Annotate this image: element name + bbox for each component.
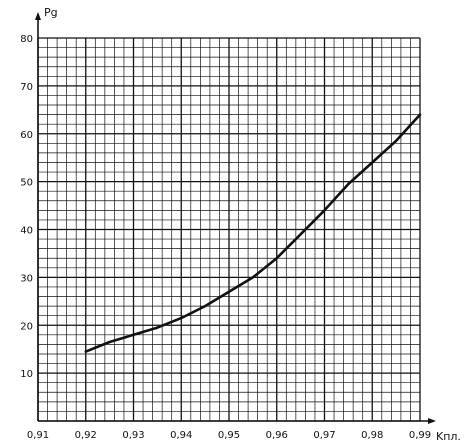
y-tick-label: 30 (20, 273, 33, 284)
x-tick-label: 0,96 (266, 430, 288, 441)
x-tick-label: 0,94 (170, 430, 192, 441)
y-tick-label: 70 (20, 82, 33, 93)
y-tick-label: 50 (20, 178, 33, 189)
y-axis-label: Pg (44, 6, 58, 19)
x-tick-label: 0,98 (361, 430, 383, 441)
x-tick-label: 0,95 (218, 430, 240, 441)
y-tick-label: 20 (20, 321, 33, 332)
y-tick-label: 40 (20, 226, 33, 237)
x-tick-label: 0,91 (27, 430, 49, 441)
x-tick-label: 0,92 (75, 430, 97, 441)
series-line (84, 113, 422, 353)
axes (35, 12, 436, 424)
x-axis-label: Kпл. (436, 430, 461, 443)
y-tick-labels: 10 20 30 40 50 60 70 80 (20, 34, 33, 380)
x-tick-label: 0,97 (313, 430, 335, 441)
x-tick-label: 0,99 (409, 430, 431, 441)
x-tick-label: 0,93 (122, 430, 144, 441)
y-axis-arrow (35, 12, 41, 20)
y-tick-label: 60 (20, 130, 33, 141)
y-tick-label: 80 (20, 34, 33, 45)
y-tick-label: 10 (20, 369, 33, 380)
x-axis-arrow (428, 418, 436, 424)
series-group (84, 113, 422, 353)
x-tick-labels: 0,91 0,92 0,93 0,94 0,95 0,96 0,97 0,98 0,99 (27, 430, 431, 441)
